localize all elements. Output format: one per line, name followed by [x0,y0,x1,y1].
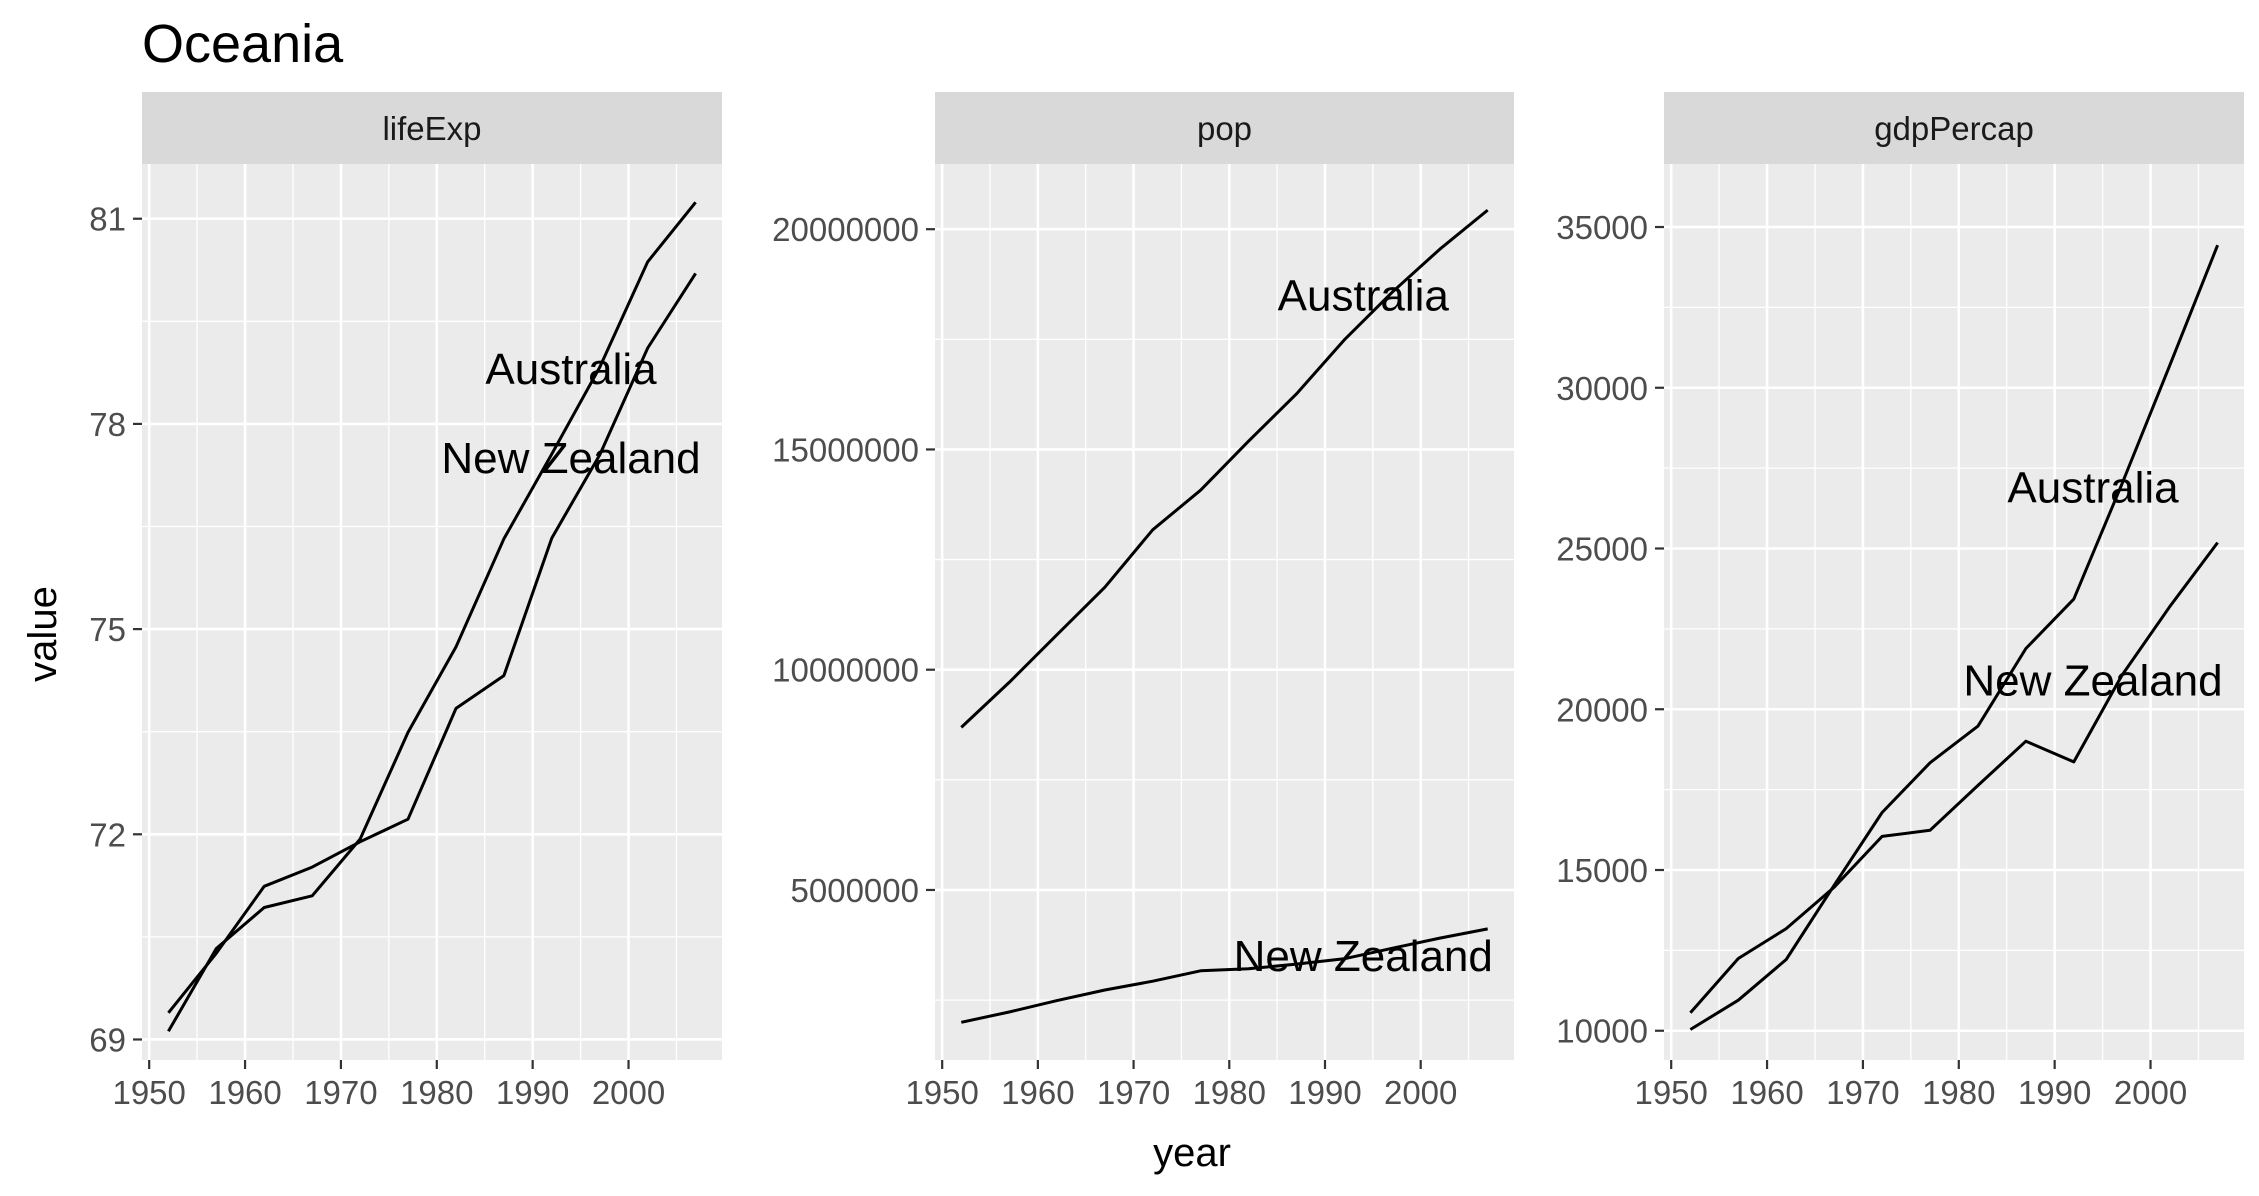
y-tick-label: 25000 [1556,531,1648,568]
facet-panel-lifeExp: lifeExp 69 72 75 78 81 1950 1960 1970 1980 1990 200… [89,92,722,1111]
y-axis-title: value [21,586,65,682]
x-tick-label: 1990 [496,1074,569,1111]
x-tick-label: 1970 [1097,1074,1170,1111]
y-tick-label: 20000 [1556,691,1648,728]
series-label-new-zealand: New Zealand [441,434,700,483]
y-tick-label: 30000 [1556,370,1648,407]
panel-background [142,164,722,1060]
y-tick-label: 75 [89,611,126,648]
facet-panels: lifeExp 69 72 75 78 81 1950 1960 1970 1980 1990 200… [89,92,2244,1111]
facet-strip-label: gdpPercap [1874,110,2034,147]
x-tick-label: 2000 [1384,1074,1457,1111]
series-label-new-zealand: New Zealand [1963,656,2222,705]
series-label-australia: Australia [485,345,657,394]
x-axis-title: year [1153,1131,1231,1175]
y-tick-label: 5000000 [791,872,919,909]
x-tick-label: 1990 [2018,1074,2091,1111]
facet-strip-label: pop [1197,110,1252,147]
series-label-australia: Australia [2007,463,2179,512]
panel-background [1664,164,2244,1060]
y-tick-label: 10000000 [772,652,919,689]
x-tick-label: 1950 [1634,1074,1707,1111]
x-tick-label: 2000 [2114,1074,2187,1111]
x-tick-label: 1960 [1730,1074,1803,1111]
y-tick-label: 81 [89,201,126,238]
y-tick-label: 35000 [1556,209,1648,246]
x-tick-label: 2000 [592,1074,665,1111]
x-tick-label: 1970 [1826,1074,1899,1111]
x-tick-label: 1960 [1001,1074,1074,1111]
facet-strip-label: lifeExp [382,110,481,147]
y-tick-label: 20000000 [772,211,919,248]
x-tick-label: 1970 [304,1074,377,1111]
x-tick-label: 1950 [112,1074,185,1111]
y-tick-label: 78 [89,406,126,443]
x-tick-label: 1960 [208,1074,281,1111]
series-label-australia: Australia [1278,271,1450,320]
y-tick-label: 15000 [1556,852,1648,889]
y-tick-label: 72 [89,816,126,853]
x-tick-label: 1980 [1193,1074,1266,1111]
x-tick-label: 1980 [1922,1074,1995,1111]
y-tick-label: 69 [89,1021,126,1058]
series-label-new-zealand: New Zealand [1234,932,1493,981]
x-tick-label: 1980 [400,1074,473,1111]
x-tick-label: 1990 [1288,1074,1361,1111]
plot-title: Oceania [142,14,344,74]
y-tick-label: 15000000 [772,431,919,468]
y-tick-label: 10000 [1556,1013,1648,1050]
x-tick-label: 1950 [905,1074,978,1111]
